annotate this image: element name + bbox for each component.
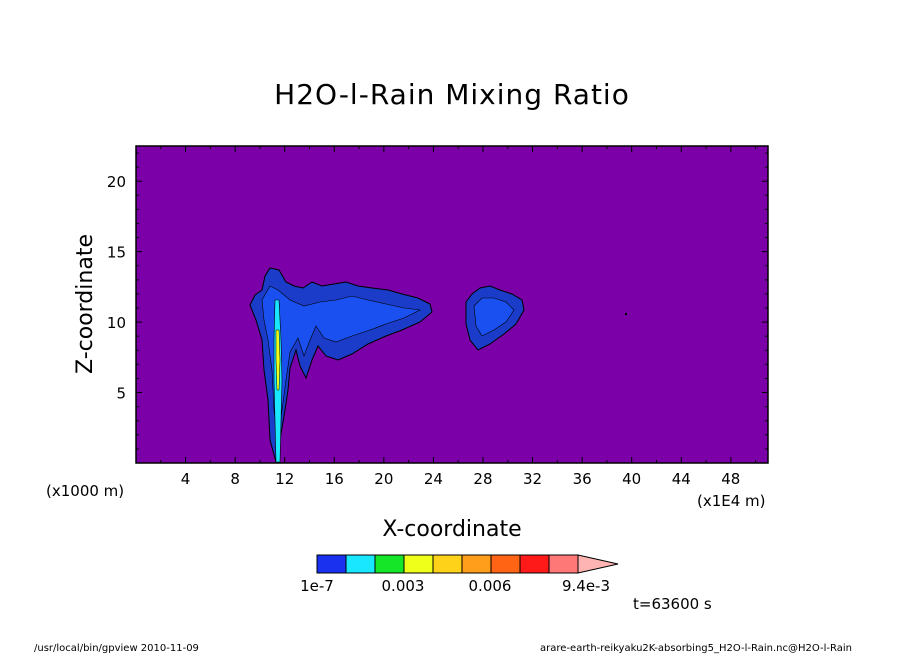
colorbar-swatch-2 — [374, 554, 405, 574]
rain-speck — [624, 312, 628, 316]
y-tick-label-1: 10 — [107, 314, 126, 332]
footer-left: /usr/local/bin/gpview 2010-11-09 — [34, 643, 199, 654]
colorbar-swatch-8 — [548, 554, 579, 574]
x-tick-label-1: 8 — [230, 470, 240, 488]
x-tick-label-7: 32 — [523, 470, 542, 488]
colorbar-swatch-7 — [519, 554, 550, 574]
colorbar-label-1: 0.003 — [382, 577, 425, 595]
colorbar-swatch-5 — [461, 554, 492, 574]
y-tick-label-0: 5 — [116, 385, 126, 403]
footer-right: arare-earth-reikyaku2K-absorbing5_H2O-l-… — [540, 643, 852, 654]
x-tick-label-11: 48 — [721, 470, 740, 488]
x-axis-ticks: 4 8 12 16 20 24 28 32 36 40 44 48 — [160, 146, 757, 488]
plot-background — [136, 146, 768, 463]
chart-title: H2O-l-Rain Mixing Ratio — [274, 78, 630, 111]
x-tick-label-5: 24 — [424, 470, 443, 488]
x-tick-label-0: 4 — [181, 470, 191, 488]
colorbar-swatch-3 — [403, 554, 434, 574]
colorbar-swatch-4 — [432, 554, 463, 574]
y-tick-label-3: 20 — [107, 173, 126, 191]
plot-frame — [135, 145, 769, 464]
colorbar-label-2: 0.006 — [469, 577, 512, 595]
colorbar — [316, 554, 619, 574]
y-axis-label: Z-coordinate — [73, 234, 98, 374]
x-tick-label-9: 40 — [622, 470, 641, 488]
x-axis-label: X-coordinate — [382, 517, 521, 542]
colorbar-label-0: 1e-7 — [300, 577, 334, 595]
colorbar-swatch-1 — [345, 554, 376, 574]
y-tick-label-2: 15 — [107, 244, 126, 262]
colorbar-labels: 1e-7 0.003 0.006 9.4e-3 — [300, 577, 610, 595]
y-axis-ticks: 5 10 15 20 — [107, 152, 768, 450]
colorbar-swatch-6 — [490, 554, 521, 574]
x-tick-label-4: 20 — [374, 470, 393, 488]
x-tick-label-8: 36 — [573, 470, 592, 488]
x-unit-right-label: (x1E4 m) — [697, 492, 766, 510]
colorbar-swatch-0 — [316, 554, 347, 574]
x-unit-left-label: (x1000 m) — [46, 482, 124, 500]
x-tick-label-10: 44 — [672, 470, 691, 488]
x-tick-label-2: 12 — [275, 470, 294, 488]
rain-column-peak — [275, 329, 281, 391]
x-tick-label-6: 28 — [473, 470, 492, 488]
colorbar-extend-arrow — [577, 554, 619, 574]
time-label: t=63600 s — [633, 595, 712, 613]
colorbar-label-3: 9.4e-3 — [562, 577, 610, 595]
contour-regions — [249, 267, 628, 463]
rain-region-secondary-inner — [473, 297, 515, 337]
x-tick-label-3: 16 — [325, 470, 344, 488]
